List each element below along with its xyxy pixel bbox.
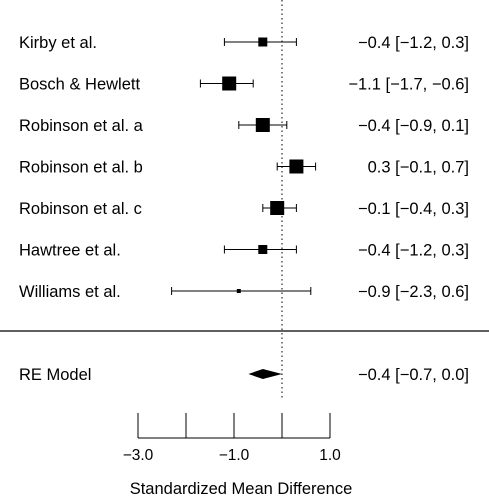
- study-row: Williams et al. −0.9 [−2.3, 0.6]: [19, 283, 469, 301]
- estimate-ci-text: 0.3 [−0.1, 0.7]: [368, 159, 469, 177]
- study-row: Kirby et al. −0.4 [−1.2, 0.3]: [19, 34, 469, 52]
- summary-estimate-text: −0.4 [−0.7, 0.0]: [358, 366, 469, 384]
- summary-label: RE Model: [19, 366, 91, 384]
- point-estimate-marker: [270, 201, 285, 215]
- estimate-ci-text: −0.9 [−2.3, 0.6]: [358, 283, 469, 301]
- point-estimate-marker: [236, 289, 241, 293]
- x-axis-title: Standardized Mean Difference: [130, 480, 353, 498]
- study-row: Bosch & Hewlett −1.1 [−1.7, −0.6]: [19, 76, 469, 94]
- x-tick-label: 1.0: [319, 447, 341, 464]
- study-label: Robinson et al. a: [19, 117, 144, 135]
- x-tick-label: −3.0: [123, 447, 154, 464]
- study-label: Bosch & Hewlett: [19, 76, 140, 94]
- study-row: Robinson et al. c −0.1 [−0.4, 0.3]: [19, 200, 469, 218]
- summary-diamond: [248, 369, 282, 379]
- estimate-ci-text: −0.4 [−1.2, 0.3]: [358, 34, 469, 52]
- estimate-ci-text: −1.1 [−1.7, −0.6]: [348, 76, 469, 94]
- study-row: Robinson et al. a −0.4 [−0.9, 0.1]: [19, 117, 469, 135]
- estimate-ci-text: −0.4 [−1.2, 0.3]: [358, 242, 469, 260]
- study-label: Hawtree et al.: [19, 242, 121, 260]
- estimate-ci-text: −0.1 [−0.4, 0.3]: [358, 200, 469, 218]
- study-label: Williams et al.: [19, 283, 121, 301]
- study-label: Kirby et al.: [19, 34, 97, 52]
- point-estimate-marker: [258, 245, 268, 254]
- x-axis: −3.0 −1.0 1.0: [123, 413, 341, 464]
- study-label: Robinson et al. b: [19, 159, 143, 177]
- point-estimate-marker: [222, 76, 237, 91]
- study-rows: Kirby et al. −0.4 [−1.2, 0.3] Bosch & Hewl…: [19, 34, 469, 301]
- x-tick-label: −1.0: [219, 447, 250, 464]
- study-row: Robinson et al. b 0.3 [−0.1, 0.7]: [19, 159, 469, 177]
- estimate-ci-text: −0.4 [−0.9, 0.1]: [358, 117, 469, 135]
- summary-row: RE Model −0.4 [−0.7, 0.0]: [19, 366, 469, 384]
- point-estimate-marker: [258, 37, 268, 47]
- point-estimate-marker: [255, 118, 270, 132]
- study-label: Robinson et al. c: [19, 200, 142, 218]
- study-row: Hawtree et al. −0.4 [−1.2, 0.3]: [19, 242, 469, 260]
- point-estimate-marker: [289, 159, 304, 174]
